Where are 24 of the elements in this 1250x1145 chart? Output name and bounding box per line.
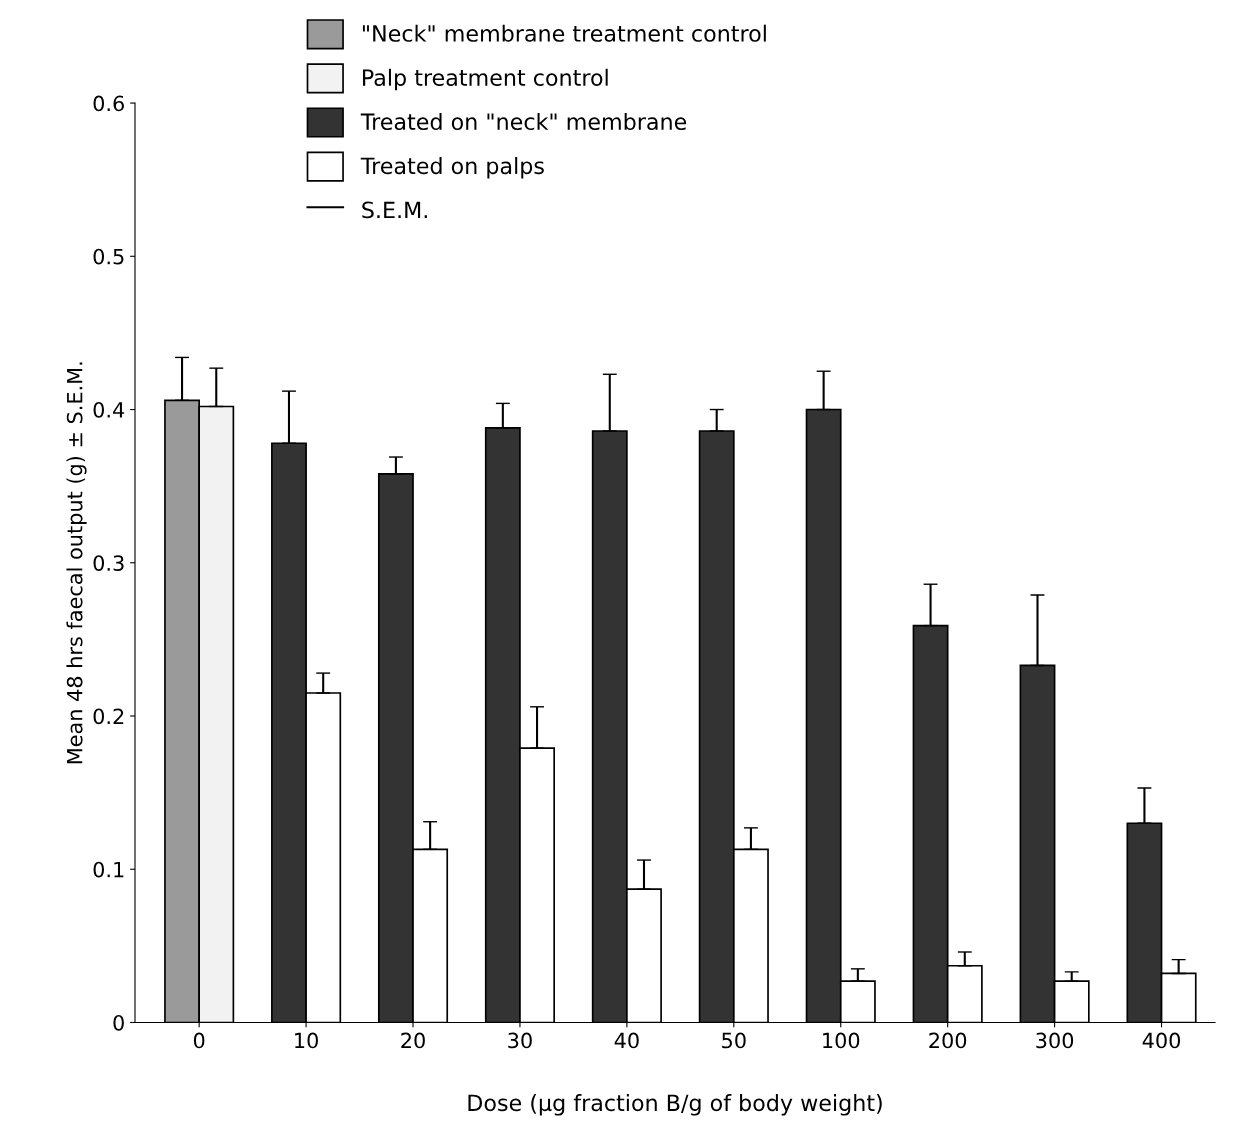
x-tick-label: 0 [193,1032,205,1049]
y-tick-label: 0.4 [93,401,125,418]
x-tick-label: 20 [401,1032,425,1049]
legend-label: Treated on "neck" membrane [360,112,687,131]
legend-label: Palp treatment control [363,68,608,91]
y-axis-title: Mean 48 hrs faecal output (g) ± S.E.M. [66,362,87,764]
legend-label: Treated on palps [360,157,544,179]
y-tick-label: 0.5 [93,248,124,265]
x-tick-label: 100 [823,1032,860,1049]
x-tick-label: 10 [295,1032,318,1049]
x-axis-title: Dose (µg fraction B/g of body weight) [468,1094,882,1116]
x-tick-label: 40 [614,1032,639,1049]
legend-label: "Neck" membrane treatment control [362,24,766,42]
x-tick-label: 400 [1142,1032,1181,1049]
y-tick-label: 0.3 [93,555,124,571]
y-tick-label: 0.6 [93,95,124,112]
annotation: S.E.M. [362,201,427,219]
y-tick-label: 0.2 [93,708,124,725]
x-tick-label: 50 [722,1032,746,1049]
x-tick-label: 30 [508,1032,532,1049]
x-tick-label: 200 [929,1032,967,1049]
y-tick-label: 0.1 [93,861,124,878]
x-tick-label: 300 [1036,1032,1074,1049]
y-tick-label: 0 [113,1014,124,1031]
